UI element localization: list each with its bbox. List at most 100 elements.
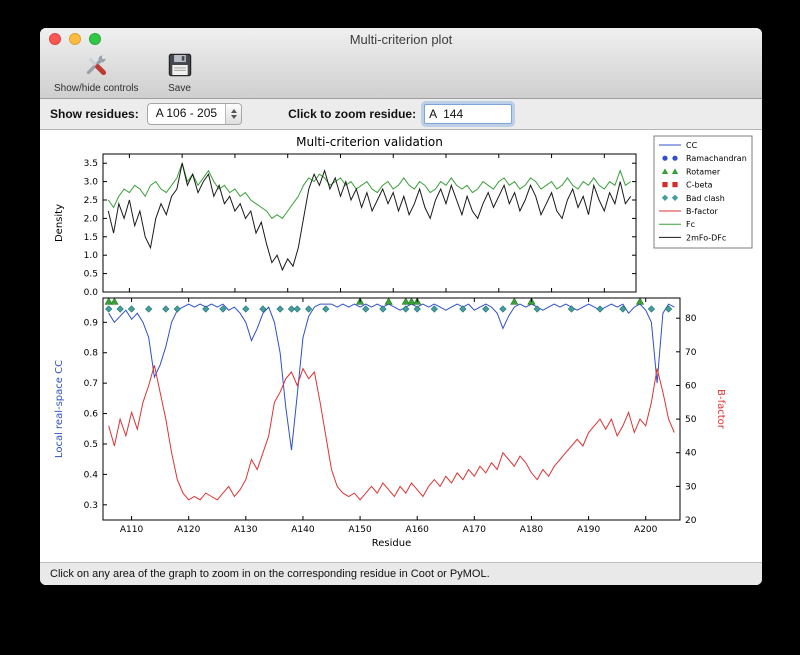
density-plot: 0.0 0.5 1.0 1.5 2.0 2.5 3.0 3.5 Density	[54, 153, 637, 298]
window-header: Multi-criterion plot Show/hide controls	[40, 28, 762, 99]
bad-clash-marker	[533, 305, 541, 313]
bad-clash-marker	[402, 305, 410, 313]
bad-clash-marker	[430, 305, 438, 313]
bad-clash-marker	[596, 305, 604, 313]
zoom-button[interactable]	[89, 33, 101, 45]
rotamer-outlier-marker	[635, 297, 645, 305]
save-button[interactable]: Save	[163, 51, 197, 95]
svg-text:A130: A130	[234, 525, 258, 535]
bad-clash-marker	[499, 305, 507, 313]
plot-area: Multi-criterion validation 0.0 0.5 1.0 1.5 2.…	[40, 130, 762, 562]
rotamer-outlier-marker	[407, 297, 416, 305]
svg-text:50: 50	[685, 415, 697, 425]
bad-clash-marker	[379, 305, 387, 313]
bad-clash-marker	[619, 305, 627, 313]
bad-clash-marker	[362, 305, 370, 313]
rotamer-outlier-marker	[384, 297, 393, 305]
bad-clash-marker	[413, 305, 421, 313]
svg-text:Bad clash: Bad clash	[686, 194, 725, 203]
floppy-disk-icon	[167, 52, 193, 83]
legend: CC Ramachandran Rotamer C-beta Bad clash B-fa…	[653, 135, 753, 249]
plot-window: Multi-criterion plot Show/hide controls	[40, 28, 762, 585]
save-label: Save	[168, 83, 191, 94]
bad-clash-marker	[567, 305, 576, 313]
svg-text:0.4: 0.4	[84, 470, 99, 480]
bad-clash-marker	[276, 305, 284, 313]
svg-text:A120: A120	[177, 525, 201, 535]
svg-text:A160: A160	[406, 525, 430, 535]
svg-text:0.8: 0.8	[84, 349, 99, 359]
svg-text:40: 40	[685, 449, 697, 459]
show-hide-controls-label: Show/hide controls	[54, 83, 139, 94]
bad-clash-marker	[293, 305, 301, 313]
svg-text:Residue: Residue	[372, 538, 411, 549]
svg-text:1.5: 1.5	[84, 233, 98, 243]
bad-clash-marker	[482, 305, 490, 313]
svg-text:60: 60	[685, 381, 697, 391]
toolbar: Show/hide controls Save	[40, 50, 762, 98]
svg-text:0.7: 0.7	[84, 379, 98, 389]
svg-text:A200: A200	[634, 525, 658, 535]
minimize-button[interactable]	[69, 33, 81, 45]
svg-text:Local real-space CC: Local real-space CC	[54, 360, 65, 458]
bad-clash-marker	[105, 305, 113, 313]
controls-bar: Show residues: A 106 - 205 Click to zoom…	[40, 99, 762, 130]
traffic-lights	[49, 33, 101, 45]
window-title: Multi-criterion plot	[349, 31, 453, 47]
stepper-arrows-icon	[225, 104, 242, 124]
svg-text:A190: A190	[577, 525, 601, 535]
svg-text:CC: CC	[686, 141, 698, 150]
svg-text:0.3: 0.3	[84, 501, 98, 511]
svg-text:70: 70	[685, 348, 697, 358]
svg-text:0.5: 0.5	[84, 440, 98, 450]
svg-text:Rotamer: Rotamer	[686, 167, 721, 176]
svg-text:30: 30	[685, 482, 697, 492]
tools-icon	[83, 52, 109, 83]
bad-clash-marker	[116, 305, 124, 313]
bad-clash-marker	[647, 305, 656, 313]
zoom-residue-input[interactable]	[424, 104, 513, 124]
bad-clash-marker	[173, 305, 181, 313]
svg-text:2.5: 2.5	[84, 196, 98, 206]
rotamer-outlier-marker	[510, 297, 519, 305]
svg-text:A140: A140	[291, 525, 315, 535]
rotamer-outlier-marker	[110, 297, 119, 305]
svg-text:Multi-criterion validation: Multi-criterion validation	[296, 135, 443, 149]
bad-clash-marker	[459, 305, 467, 313]
svg-text:0.5: 0.5	[84, 270, 98, 280]
svg-text:0.0: 0.0	[84, 288, 99, 298]
bad-clash-marker	[162, 305, 170, 313]
zoom-residue-label: Click to zoom residue:	[288, 107, 417, 121]
svg-text:B-factor: B-factor	[686, 207, 719, 216]
svg-text:Density: Density	[54, 204, 65, 242]
bad-clash-marker	[664, 305, 673, 313]
bad-clash-marker	[322, 305, 330, 313]
residue-range-select[interactable]: A 106 - 205	[146, 103, 243, 125]
status-bar: Click on any area of the graph to zoom i…	[40, 562, 762, 585]
status-text: Click on any area of the graph to zoom i…	[50, 568, 490, 580]
show-hide-controls-button[interactable]: Show/hide controls	[50, 51, 143, 95]
show-residues-label: Show residues:	[50, 107, 139, 121]
svg-text:2mFo-DFc: 2mFo-DFc	[686, 233, 726, 242]
svg-text:1.0: 1.0	[84, 251, 99, 261]
close-button[interactable]	[49, 33, 61, 45]
rotamer-outlier-marker	[401, 297, 410, 305]
cc-bfactor-plot: 0.3 0.4 0.5 0.6 0.7 0.8 0.9 20 30 40 50 60 70 80 A110 A…	[54, 297, 726, 549]
bad-clash-marker	[259, 305, 267, 313]
validation-figure[interactable]: Multi-criterion validation 0.0 0.5 1.0 1.5 2.…	[46, 132, 756, 562]
svg-text:Fc: Fc	[686, 220, 695, 229]
svg-text:3.0: 3.0	[84, 178, 99, 188]
bad-clash-marker	[242, 305, 250, 313]
rotamer-outlier-marker	[104, 297, 113, 305]
svg-text:C-beta: C-beta	[686, 181, 713, 190]
bad-clash-marker	[305, 305, 313, 313]
window-titlebar[interactable]: Multi-criterion plot	[40, 28, 762, 50]
svg-text:Ramachandran: Ramachandran	[686, 154, 747, 163]
fc-line	[107, 161, 631, 220]
bad-clash-marker	[287, 305, 296, 313]
residue-range-value: A 106 - 205	[155, 106, 218, 120]
bad-clash-marker	[219, 305, 227, 313]
svg-text:0.6: 0.6	[84, 410, 99, 420]
svg-text:A170: A170	[463, 525, 487, 535]
svg-text:A150: A150	[348, 525, 372, 535]
